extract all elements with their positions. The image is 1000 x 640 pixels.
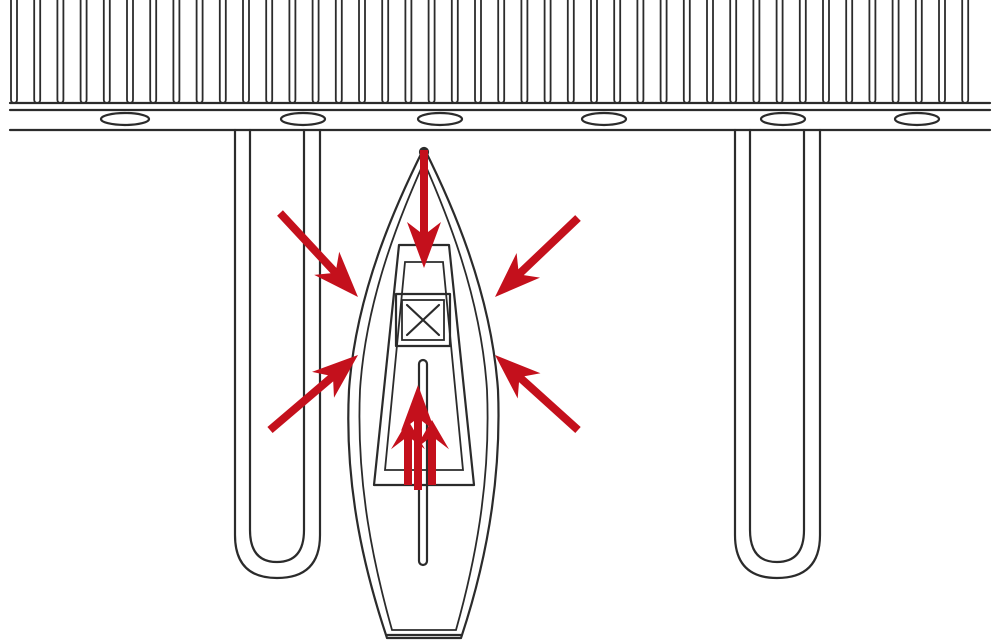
railing-picket xyxy=(218,0,227,104)
force-arrows xyxy=(267,150,581,490)
dock-railing xyxy=(10,0,970,104)
railing-picket xyxy=(868,0,877,104)
railing-picket xyxy=(590,0,598,104)
cleat xyxy=(279,111,327,127)
force-arrow-3 xyxy=(495,215,581,297)
railing-picket xyxy=(10,0,18,104)
force-arrow-1 xyxy=(407,150,441,268)
boat-deck-line xyxy=(358,159,489,631)
dock xyxy=(8,0,992,132)
cleat xyxy=(416,111,464,127)
railing-picket xyxy=(613,0,622,104)
railing-picket xyxy=(288,0,297,104)
cleat xyxy=(99,111,151,127)
railing-picket xyxy=(497,0,506,104)
cleat xyxy=(893,111,941,127)
railing-picket xyxy=(914,0,923,104)
railing-picket xyxy=(334,0,343,104)
railing-picket xyxy=(938,0,946,104)
railing-picket xyxy=(56,0,65,104)
railing-picket xyxy=(33,0,42,104)
railing-picket xyxy=(195,0,204,104)
railing-picket xyxy=(659,0,668,104)
hatch-inner xyxy=(401,299,445,341)
finger-pier-right xyxy=(733,128,822,580)
railing-picket xyxy=(891,0,900,104)
railing-picket xyxy=(520,0,529,104)
railing-picket xyxy=(636,0,645,104)
cabin-outer xyxy=(372,243,476,487)
railing-picket xyxy=(79,0,88,104)
railing-picket xyxy=(102,0,111,104)
boat-hull xyxy=(347,146,500,640)
cabin-inner xyxy=(384,261,464,471)
dock-cleats xyxy=(99,111,941,127)
railing-picket xyxy=(822,0,830,104)
railing-picket xyxy=(381,0,390,104)
railing-picket xyxy=(404,0,413,104)
force-arrow-5 xyxy=(495,355,581,433)
force-arrow-7 xyxy=(391,420,425,485)
cleat xyxy=(580,111,628,127)
railing-picket xyxy=(427,0,436,104)
railing-picket xyxy=(265,0,274,104)
railing-picket xyxy=(474,0,482,104)
railing-picket xyxy=(798,0,807,104)
railing-picket xyxy=(543,0,552,104)
railing-picket xyxy=(729,0,738,104)
railing-picket xyxy=(149,0,158,104)
railing-picket xyxy=(450,0,459,104)
hatch-cross-icon xyxy=(405,303,441,337)
finger-pier-left xyxy=(233,128,322,580)
railing-picket xyxy=(566,0,575,104)
railing-picket xyxy=(358,0,366,104)
force-arrow-4 xyxy=(267,355,358,433)
railing-picket xyxy=(752,0,761,104)
railing-picket xyxy=(126,0,134,104)
hatch xyxy=(394,292,452,348)
force-arrow-8 xyxy=(415,420,449,485)
cleat xyxy=(759,111,807,127)
railing-picket xyxy=(775,0,784,104)
railing-picket xyxy=(961,0,970,104)
railing-picket xyxy=(172,0,181,104)
railing-picket xyxy=(242,0,250,104)
railing-picket xyxy=(706,0,714,104)
railing-picket xyxy=(311,0,320,104)
railing-picket xyxy=(845,0,854,104)
railing-picket xyxy=(682,0,691,104)
force-arrow-2 xyxy=(277,210,358,297)
